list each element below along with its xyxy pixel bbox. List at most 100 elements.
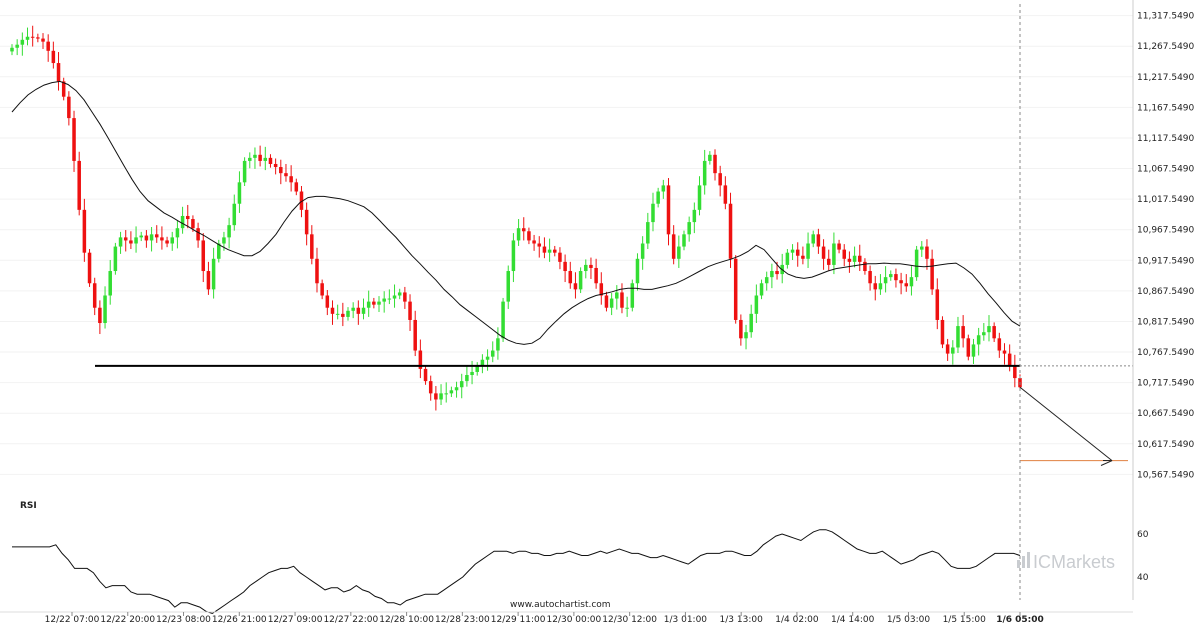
- candle-body: [625, 307, 629, 309]
- candle-body: [149, 234, 154, 241]
- candles: [10, 25, 1022, 411]
- moving-average: [11, 80, 1021, 345]
- candle-body: [129, 240, 133, 244]
- candle-body: [289, 176, 293, 183]
- candle-body: [201, 240, 206, 272]
- candle-body: [67, 96, 71, 119]
- candle-body: [909, 277, 914, 287]
- candle-body: [372, 301, 376, 305]
- candle-body: [713, 154, 717, 174]
- candle-body: [253, 154, 257, 158]
- candle-body: [821, 246, 826, 259]
- candle-body: [687, 222, 691, 235]
- rsi-title: RSI: [20, 501, 37, 511]
- rsi-line: [12, 529, 1021, 615]
- candle-body: [459, 381, 464, 388]
- candle-body: [594, 267, 598, 284]
- candle-body: [677, 246, 681, 259]
- candle-body: [134, 237, 138, 244]
- candle-body: [692, 209, 697, 223]
- candle-body: [702, 160, 707, 186]
- x-tick-label: 1/6 05:00: [996, 615, 1044, 625]
- y-tick-label: 11,317.5490: [1137, 12, 1195, 22]
- candle-body: [728, 203, 733, 259]
- candle-body: [361, 307, 366, 314]
- candle-body: [10, 47, 14, 52]
- candle-body: [790, 249, 795, 253]
- grid: [0, 15, 1133, 475]
- candle-body: [537, 243, 542, 247]
- candle-body: [651, 203, 655, 223]
- candle-body: [801, 255, 805, 259]
- candle-body: [46, 41, 50, 51]
- candle-body: [144, 235, 149, 241]
- candle-body: [739, 319, 743, 339]
- candle-body: [118, 237, 123, 247]
- candle-body: [82, 209, 87, 253]
- candle-body: [418, 350, 423, 369]
- candle-body: [170, 237, 175, 244]
- candle-body: [630, 283, 635, 308]
- candle-body: [30, 36, 35, 38]
- candle-body: [852, 255, 857, 262]
- candle-body: [485, 356, 490, 360]
- candle-body: [242, 160, 247, 183]
- candle-body: [744, 332, 748, 339]
- x-tick-label: 12/23 08:00: [156, 615, 211, 625]
- x-tick-label: 12/27 09:00: [268, 615, 323, 625]
- candle-body: [490, 350, 495, 357]
- candle-body: [310, 234, 314, 259]
- candle-body: [961, 326, 965, 339]
- candle-body: [806, 243, 810, 259]
- candle-body: [527, 231, 531, 241]
- x-tick-label: 12/29 11:00: [491, 615, 546, 625]
- candle-body: [1002, 350, 1007, 354]
- x-tick-label: 1/5 03:00: [887, 615, 931, 625]
- candle-body: [211, 258, 216, 290]
- candle-body: [811, 234, 815, 244]
- candle-body: [759, 283, 764, 296]
- candle-body: [191, 219, 195, 229]
- candle-body: [589, 264, 593, 268]
- candle-body: [341, 313, 345, 317]
- y-tick-label: 10,667.5490: [1137, 409, 1195, 419]
- candle-body: [103, 295, 107, 324]
- candle-body: [904, 283, 909, 287]
- candle-body: [992, 326, 996, 339]
- candle-body: [976, 335, 981, 345]
- rsi-panel: 60 40: [12, 529, 1149, 615]
- candle-body: [366, 301, 371, 308]
- candle-body: [749, 313, 753, 333]
- candle-body: [356, 307, 361, 314]
- candle-body: [584, 264, 588, 272]
- candle-body: [449, 390, 454, 394]
- candle-body: [878, 283, 883, 290]
- candle-body: [56, 63, 61, 82]
- candle-body: [273, 163, 278, 168]
- brand-text: ICMarkets: [1033, 552, 1115, 572]
- candle-body: [563, 261, 567, 272]
- candle-body: [299, 191, 304, 210]
- x-tick-label: 1/5 15:00: [943, 615, 987, 625]
- candle-body: [248, 157, 252, 161]
- candle-body: [284, 173, 288, 177]
- candle-body: [279, 167, 283, 174]
- candle-body: [661, 185, 666, 192]
- brand-mark-3: [1027, 552, 1030, 568]
- candle-body: [532, 240, 536, 244]
- candle-body: [217, 243, 221, 259]
- y-axis: 11,317.5490 11,267.5490 11,217.5490 11,167.…: [1132, 0, 1195, 600]
- candle-body: [454, 387, 459, 391]
- candle-body: [511, 240, 516, 272]
- candle-body: [335, 313, 340, 315]
- candle-body: [837, 243, 841, 250]
- candle-body: [377, 301, 381, 305]
- candle-body: [501, 301, 505, 339]
- candle-body: [330, 307, 335, 314]
- candle-body: [832, 243, 836, 265]
- candle-body: [320, 283, 324, 296]
- candle-body: [25, 36, 30, 40]
- candle-body: [671, 234, 676, 259]
- brand-mark-2: [1022, 556, 1025, 568]
